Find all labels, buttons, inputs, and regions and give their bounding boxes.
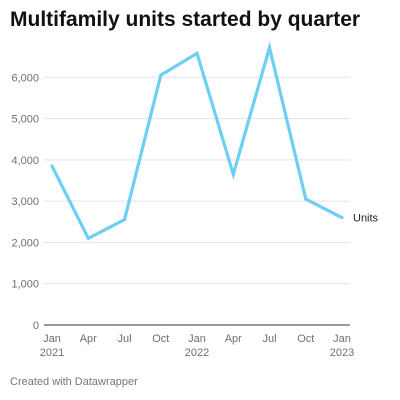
data-point	[231, 172, 235, 176]
credit-footer: Created with Datawrapper	[10, 376, 138, 388]
data-point	[122, 218, 127, 222]
data-point	[267, 45, 272, 50]
x-tick-label: Jul	[262, 333, 276, 345]
data-point	[159, 73, 163, 77]
x-tick-label: Jan	[43, 333, 61, 345]
x-tick-label: Apr	[225, 333, 242, 345]
data-point	[340, 216, 344, 220]
data-point	[304, 197, 308, 201]
data-point	[86, 236, 90, 240]
x-tick-label: Jan	[333, 333, 351, 345]
x-tick-label: Oct	[297, 333, 314, 345]
series-label-units: Units	[353, 213, 379, 225]
x-tick-year-label: 2022	[185, 347, 209, 359]
y-tick-label: 3,000	[11, 196, 39, 208]
series-layer: Units	[50, 41, 379, 241]
data-point	[195, 51, 199, 55]
y-tick-label: 0	[33, 320, 39, 332]
x-tick-year-label: 2023	[330, 347, 354, 359]
x-tick-label: Jan	[188, 333, 206, 345]
x-tick-year-label: 2021	[40, 347, 64, 359]
gridlines	[44, 76, 350, 326]
x-tick-label: Oct	[152, 333, 169, 345]
y-tick-label: 4,000	[11, 155, 39, 167]
x-tick-label: Jul	[117, 333, 131, 345]
x-tick-label: Apr	[80, 333, 97, 345]
data-point	[50, 164, 54, 168]
x-axis-tick-labels: Jan 2021 Apr Jul Oct Jan 2022 Apr Jul Oct Jan 2023	[40, 333, 354, 359]
y-tick-label: 5,000	[11, 114, 39, 126]
chart-title: Multifamily units started by quarter	[10, 8, 361, 31]
series-line-units	[50, 41, 343, 241]
y-tick-label: 2,000	[11, 237, 39, 249]
y-tick-label: 6,000	[11, 72, 39, 84]
y-tick-label: 1,000	[11, 279, 39, 291]
y-axis-tick-labels: 0 1,000 2,000 3,000 4,000 5,000 6,000	[11, 72, 39, 332]
